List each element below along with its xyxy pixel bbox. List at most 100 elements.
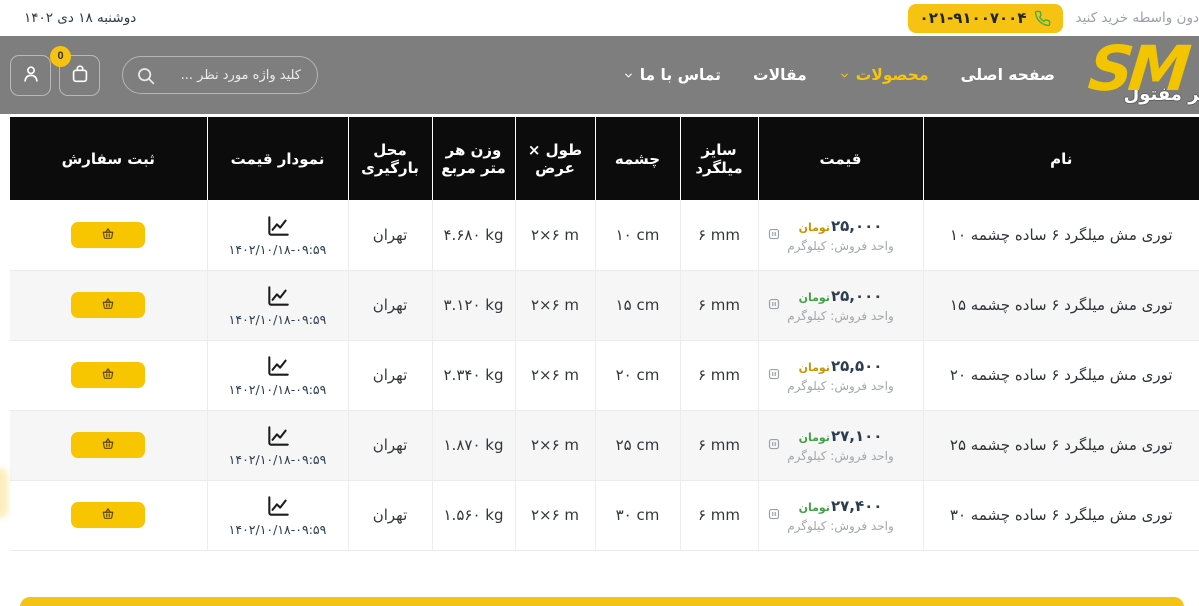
weight-value: ۴.۶۸۰ kg xyxy=(431,200,515,271)
search-box[interactable] xyxy=(122,56,318,94)
product-name-link[interactable]: توری مش میلگرد ۶ ساده چشمه ۲۵ xyxy=(922,410,1199,481)
col-dims: طول × عرض xyxy=(514,117,595,200)
site-logo[interactable]: SM شهر مفتول xyxy=(1077,31,1199,105)
mesh-size-value: ۲۵ cm xyxy=(594,410,680,481)
table-header-row: نام قیمت سایز میلگرد چشمه طول × عرض وزن … xyxy=(10,117,1199,200)
add-to-basket-button[interactable] xyxy=(71,502,146,528)
sale-unit-label: واحد فروش: کیلوگرم xyxy=(787,238,894,253)
price-chart-cell[interactable]: ۱۴۰۲/۱۰/۱۸-۰۹:۵۹ xyxy=(206,270,348,341)
product-name-link[interactable]: توری مش میلگرد ۶ ساده چشمه ۳۰ xyxy=(922,480,1199,551)
chevron-down-icon xyxy=(623,70,634,81)
cart-button[interactable]: 0 xyxy=(50,45,100,96)
table-row: توری مش میلگرد ۶ ساده چشمه ۱۰ ۲۵,۰۰۰ توم… xyxy=(10,200,1199,271)
col-price: قیمت xyxy=(757,117,923,200)
add-to-basket-button[interactable] xyxy=(71,432,146,458)
rebar-size-value: ۶ mm xyxy=(679,270,758,341)
col-rebar-size: سایز میلگرد xyxy=(679,117,758,200)
line-chart-icon[interactable] xyxy=(214,493,342,519)
dims-value: ۲×۶ m xyxy=(514,410,595,481)
price-line: ۲۵,۰۰۰ تومان xyxy=(765,217,917,235)
cart-count-badge: 0 xyxy=(50,45,71,67)
price-value: ۲۷,۱۰۰ xyxy=(830,427,883,445)
nav-home[interactable]: صفحه اصلی xyxy=(961,66,1055,84)
phone-number[interactable]: ۰۲۱-۹۱۰۰۷۰۰۴ xyxy=(919,9,1027,27)
product-name-link[interactable]: توری مش میلگرد ۶ ساده چشمه ۱۵ xyxy=(922,270,1199,341)
price-value: ۲۵,۰۰۰ xyxy=(830,216,883,235)
nav-contact-label: تماس با ما xyxy=(639,66,721,84)
price-chart-cell[interactable]: ۱۴۰۲/۱۰/۱۸-۰۹:۵۹ xyxy=(206,340,348,411)
phone-icon xyxy=(1034,10,1051,27)
sale-unit-label: واحد فروش: کیلوگرم xyxy=(787,449,894,463)
nav-home-label: صفحه اصلی xyxy=(960,66,1055,84)
price-value: ۲۵,۰۰۰ xyxy=(830,287,883,305)
price-info-icon[interactable] xyxy=(768,368,780,380)
table-row: توری مش میلگرد ۶ ساده چشمه ۲۵ ۲۷,۱۰۰ توم… xyxy=(10,410,1199,481)
dims-value: ۲×۶ m xyxy=(514,480,595,551)
order-cell xyxy=(10,480,207,551)
weight-value: ۳.۱۲۰ kg xyxy=(431,270,515,341)
side-widget-glow xyxy=(0,468,8,518)
basket-icon xyxy=(100,226,116,244)
line-chart-icon[interactable] xyxy=(214,423,342,449)
line-chart-icon[interactable] xyxy=(214,213,342,239)
search-input[interactable] xyxy=(123,57,317,93)
price-line: ۲۷,۱۰۰ تومان xyxy=(765,427,917,445)
loading-city-value: تهران xyxy=(347,410,432,481)
currency-label: تومان xyxy=(798,361,830,374)
user-icon xyxy=(20,63,42,88)
price-info-icon[interactable] xyxy=(768,438,780,450)
sale-unit-label: واحد فروش: کیلوگرم xyxy=(787,309,894,323)
col-loading-city: محل بارگیری xyxy=(347,117,432,200)
product-name-link[interactable]: توری مش میلگرد ۶ ساده چشمه ۱۰ xyxy=(922,200,1199,271)
line-chart-icon[interactable] xyxy=(214,353,342,379)
loading-city-value: تهران xyxy=(347,480,432,551)
mesh-size-value: ۱۵ cm xyxy=(594,270,680,341)
price-info-icon[interactable] xyxy=(768,508,780,520)
line-chart-icon[interactable] xyxy=(214,283,342,309)
chevron-down-icon xyxy=(839,70,850,81)
nav-products[interactable]: محصولات xyxy=(839,66,929,84)
add-to-basket-button[interactable] xyxy=(71,362,146,388)
loading-city-value: تهران xyxy=(347,270,432,341)
dims-value: ۲×۶ m xyxy=(514,200,595,271)
product-name-link[interactable]: توری مش میلگرد ۶ ساده چشمه ۲۰ xyxy=(922,340,1199,411)
logo-sm-mark: SM xyxy=(1085,31,1190,105)
price-line: ۲۵,۵۰۰ تومان xyxy=(765,357,917,375)
price-chart-cell[interactable]: ۱۴۰۲/۱۰/۱۸-۰۹:۵۹ xyxy=(206,410,348,481)
account-button[interactable] xyxy=(10,54,51,96)
rebar-size-value: ۶ mm xyxy=(679,410,758,481)
col-name: نام xyxy=(922,117,1199,200)
mesh-size-value: ۳۰ cm xyxy=(594,480,680,551)
order-cell xyxy=(10,340,207,411)
price-updated-date: ۱۴۰۲/۱۰/۱۸-۰۹:۵۹ xyxy=(228,452,327,467)
weight-value: ۱.۵۶۰ kg xyxy=(431,480,515,551)
nav-contact[interactable]: تماس با ما xyxy=(623,66,721,84)
currency-label: تومان xyxy=(798,220,830,234)
price-cell: ۲۵,۰۰۰ تومان واحد فروش: کیلوگرم xyxy=(757,200,923,271)
price-updated-date: ۱۴۰۲/۱۰/۱۸-۰۹:۵۹ xyxy=(228,312,327,327)
col-order: ثبت سفارش xyxy=(10,117,207,200)
weight-value: ۲.۳۴۰ kg xyxy=(431,340,515,411)
nav-products-label: محصولات xyxy=(855,66,929,84)
jalali-date: دوشنبه ۱۸ دی ۱۴۰۲ xyxy=(24,10,137,26)
product-table: نام قیمت سایز میلگرد چشمه طول × عرض وزن … xyxy=(10,117,1199,551)
price-chart-cell[interactable]: ۱۴۰۲/۱۰/۱۸-۰۹:۵۹ xyxy=(206,200,348,271)
site-header: SM شهر مفتول صفحه اصلی محصولات مقالات تم… xyxy=(0,31,1199,114)
search-icon[interactable] xyxy=(135,65,156,90)
basket-icon xyxy=(100,366,116,384)
price-chart-cell[interactable]: ۱۴۰۲/۱۰/۱۸-۰۹:۵۹ xyxy=(206,480,348,551)
topbar: دون واسطه خرید کنید ۰۲۱-۹۱۰۰۷۰۰۴ دوشنبه … xyxy=(0,0,1199,36)
price-info-icon[interactable] xyxy=(768,228,780,240)
price-value: ۲۷,۴۰۰ xyxy=(830,497,883,515)
sale-unit-label: واحد فروش: کیلوگرم xyxy=(787,519,894,533)
price-updated-date: ۱۴۰۲/۱۰/۱۸-۰۹:۵۹ xyxy=(228,241,327,257)
nav-articles[interactable]: مقالات xyxy=(753,66,807,84)
mesh-size-value: ۱۰ cm xyxy=(594,200,680,271)
table-row: توری مش میلگرد ۶ ساده چشمه ۱۵ ۲۵,۰۰۰ توم… xyxy=(10,270,1199,341)
product-table-wrap: نام قیمت سایز میلگرد چشمه طول × عرض وزن … xyxy=(10,117,1199,551)
add-to-basket-button[interactable] xyxy=(71,221,146,248)
main-nav: صفحه اصلی محصولات مقالات تماس با ما xyxy=(623,66,1055,84)
price-info-icon[interactable] xyxy=(768,298,780,310)
add-to-basket-button[interactable] xyxy=(71,292,146,318)
phone-button[interactable]: ۰۲۱-۹۱۰۰۷۰۰۴ xyxy=(907,3,1064,33)
